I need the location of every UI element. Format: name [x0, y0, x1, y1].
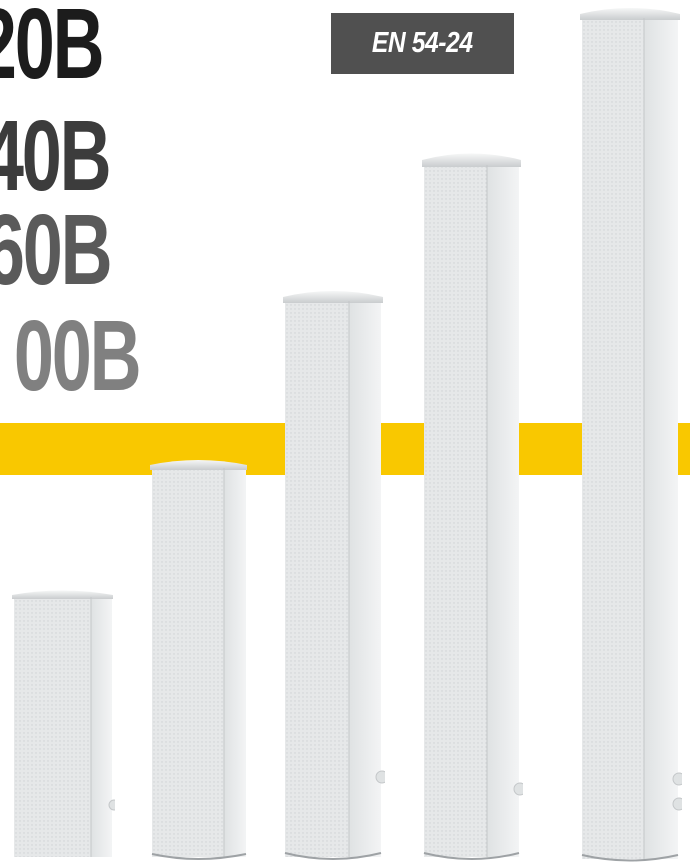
column-speaker-xlarge: [420, 149, 523, 863]
certification-badge-label: EN 54-24: [372, 27, 473, 59]
model-heading-100b: 00B: [13, 300, 141, 412]
column-speaker-large: [281, 287, 385, 863]
column-speaker-xxlarge: [578, 4, 682, 863]
column-speaker-small: [10, 587, 115, 863]
model-heading-20b: 20B: [0, 0, 104, 100]
column-speaker-medium: [148, 456, 250, 863]
certification-badge: EN 54-24: [331, 13, 514, 74]
model-heading-60b: 60B: [0, 194, 112, 306]
model-heading-40b: 40B: [0, 100, 111, 212]
